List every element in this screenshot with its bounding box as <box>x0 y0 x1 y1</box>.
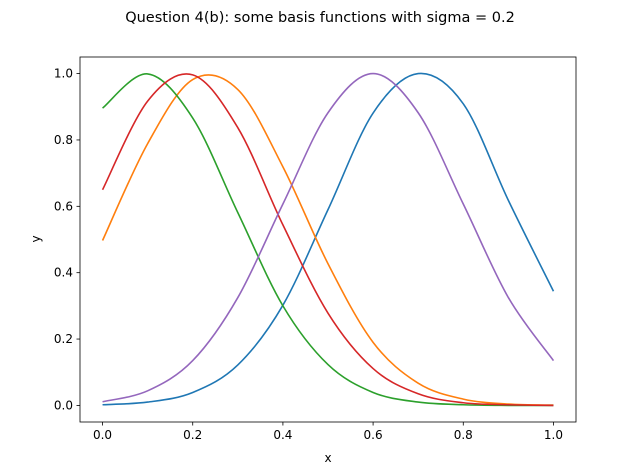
y-tick-label: 0.2 <box>54 332 73 346</box>
series-line-3 <box>102 73 554 407</box>
y-tick-label: 0.4 <box>54 266 73 280</box>
series-line-2 <box>101 74 554 406</box>
x-tick-label: 0.6 <box>364 428 383 442</box>
series-line-4 <box>101 73 554 407</box>
y-tick-label: 0.6 <box>54 199 73 213</box>
x-tick-label: 0.8 <box>454 428 473 442</box>
series-line-1 <box>102 72 555 406</box>
plot-area <box>101 72 555 407</box>
series-line-5 <box>102 72 555 403</box>
x-tick-label: 1.0 <box>544 428 563 442</box>
y-axis-label: y <box>29 235 43 242</box>
y-tick-label: 0.0 <box>54 398 73 412</box>
x-tick-label: 0.4 <box>273 428 292 442</box>
y-tick-label: 0.8 <box>54 133 73 147</box>
y-tick-label: 1.0 <box>54 67 73 81</box>
x-tick-label: 0.0 <box>93 428 112 442</box>
chart-title: Question 4(b): some basis functions with… <box>125 10 515 26</box>
x-tick-label: 0.2 <box>183 428 202 442</box>
plot-frame <box>79 56 577 423</box>
x-axis-label: x <box>324 451 331 465</box>
axes: 0.0 0.2 0.4 0.6 0.8 1.0 0.0 0.2 0.4 0.6 0.8 1.0 <box>54 56 577 442</box>
